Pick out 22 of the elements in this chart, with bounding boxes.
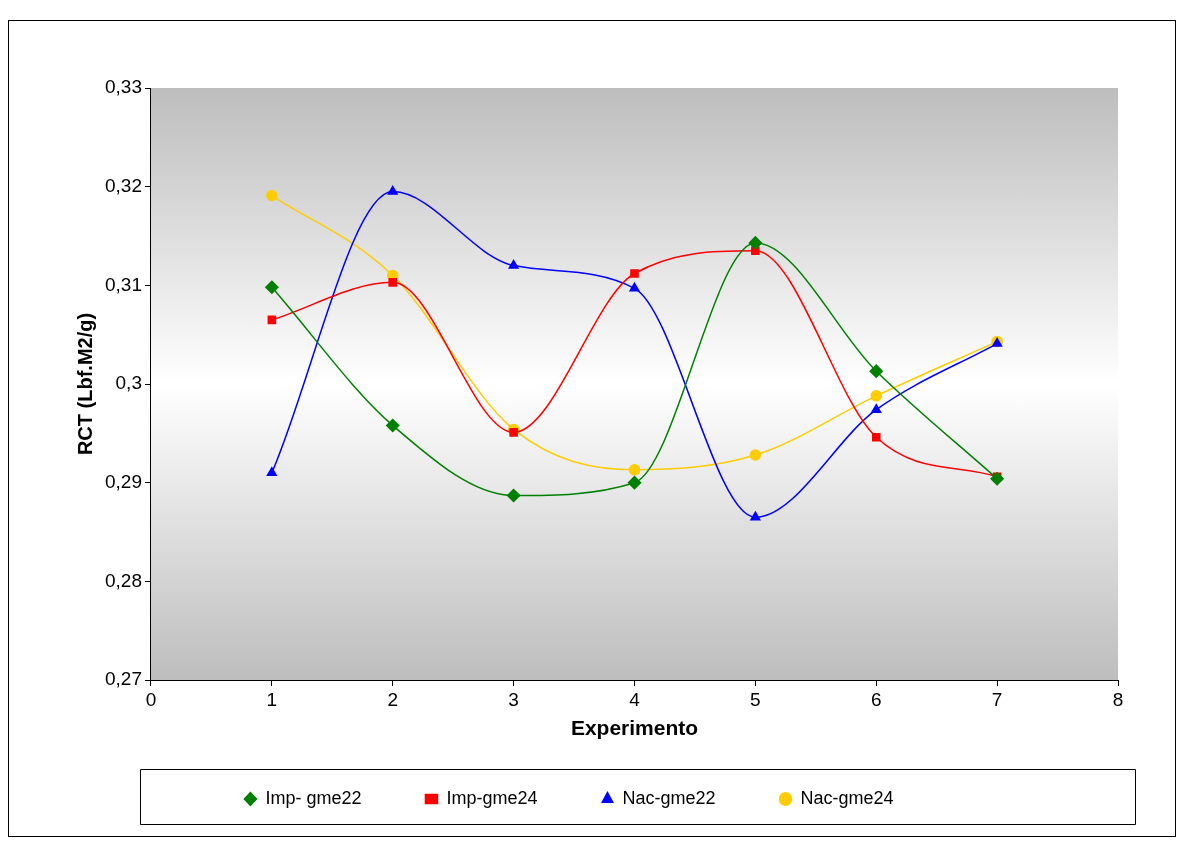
legend-label: Imp-gme24: [446, 787, 588, 808]
y-axis-title: RCT (Lbf.M2/g): [73, 312, 96, 456]
y-tick-label: 0,31: [105, 273, 142, 295]
x-tick-label: 8: [1112, 688, 1124, 710]
x-tick-label: 1: [266, 688, 278, 710]
legend-label: Nac-gme22: [622, 787, 766, 808]
x-tick-label: 2: [387, 688, 399, 710]
legend-label: Nac-gme24: [800, 787, 944, 808]
x-tick-label: 6: [870, 688, 882, 710]
y-tick-label: 0,27: [105, 668, 142, 690]
legend-label: Imp- gme22: [265, 787, 412, 808]
x-tick-label: 5: [750, 688, 761, 710]
x-tick-label: 4: [629, 688, 641, 710]
x-tick-label: 7: [991, 688, 1003, 710]
x-axis-title: Experimento: [570, 716, 699, 740]
y-tick-label: 0,29: [105, 470, 142, 492]
y-tick-label: 0,3: [115, 372, 142, 394]
y-tick-label: 0,28: [105, 569, 142, 591]
x-tick-label: 3: [508, 688, 519, 710]
y-tick-label: 0,33: [105, 76, 142, 98]
y-tick-label: 0,32: [105, 174, 142, 196]
x-tick-label: 0: [145, 688, 157, 710]
